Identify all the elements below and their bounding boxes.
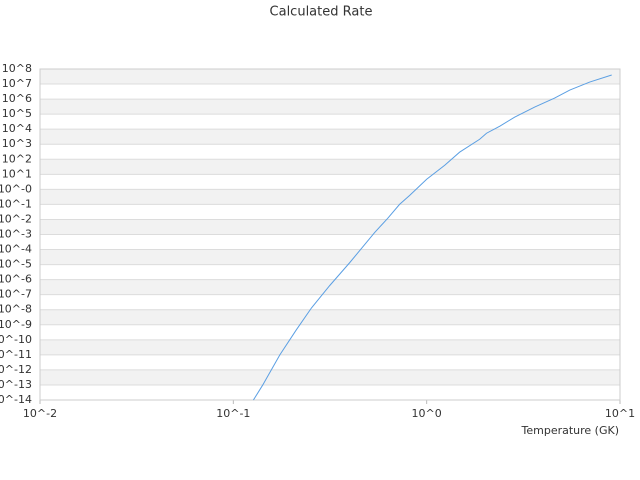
grid-band: [40, 309, 620, 325]
grid-band: [40, 69, 620, 85]
y-tick-label: 10^-3: [0, 228, 32, 241]
grid-band: [40, 99, 620, 115]
chart-title: Calculated Rate: [270, 5, 373, 20]
grid-band: [40, 219, 620, 235]
y-tick-label: 10^-0: [0, 182, 32, 195]
y-tick-label: 10^-8: [0, 303, 32, 316]
grid-band: [40, 189, 620, 205]
grid-band: [40, 159, 620, 175]
y-tick-label: 10^5: [2, 107, 32, 120]
y-tick-label: 10^-5: [0, 258, 32, 271]
y-tick-label: 10^-6: [0, 273, 32, 286]
y-tick-label: 10^-10: [0, 333, 32, 346]
y-tick-label: 10^2: [2, 152, 32, 165]
y-tick-label: 10^-13: [0, 378, 32, 391]
y-tick-label: 10^-14: [0, 393, 32, 406]
y-tick-label: 10^-12: [0, 363, 32, 376]
x-tick-label: 10^-1: [216, 407, 250, 420]
grid-band: [40, 279, 620, 295]
grid-band: [40, 339, 620, 355]
x-axis-label: Temperature (GK): [521, 424, 620, 437]
x-tick-label: 10^0: [412, 407, 442, 420]
y-tick-label: 10^-4: [0, 243, 32, 256]
y-tick-label: 10^1: [2, 167, 32, 180]
grid-band: [40, 129, 620, 145]
y-tick-label: 10^4: [2, 122, 32, 135]
y-tick-label: 10^7: [2, 77, 32, 90]
grid-band: [40, 369, 620, 385]
x-tick-label: 10^-2: [23, 407, 57, 420]
y-tick-label: 10^6: [2, 92, 32, 105]
series-line: [252, 74, 612, 401]
y-tick-label: 10^-2: [0, 212, 32, 225]
y-tick-label: 10^8: [2, 62, 32, 75]
y-tick-label: 10^-9: [0, 318, 32, 331]
grid-band: [40, 249, 620, 265]
y-tick-label: 10^-1: [0, 197, 32, 210]
y-tick-label: 10^-11: [0, 348, 32, 361]
y-tick-label: 10^-7: [0, 288, 32, 301]
plot-frame: [39, 68, 621, 401]
y-tick-label: 10^3: [2, 137, 32, 150]
x-tick-label: 10^1: [605, 407, 635, 420]
